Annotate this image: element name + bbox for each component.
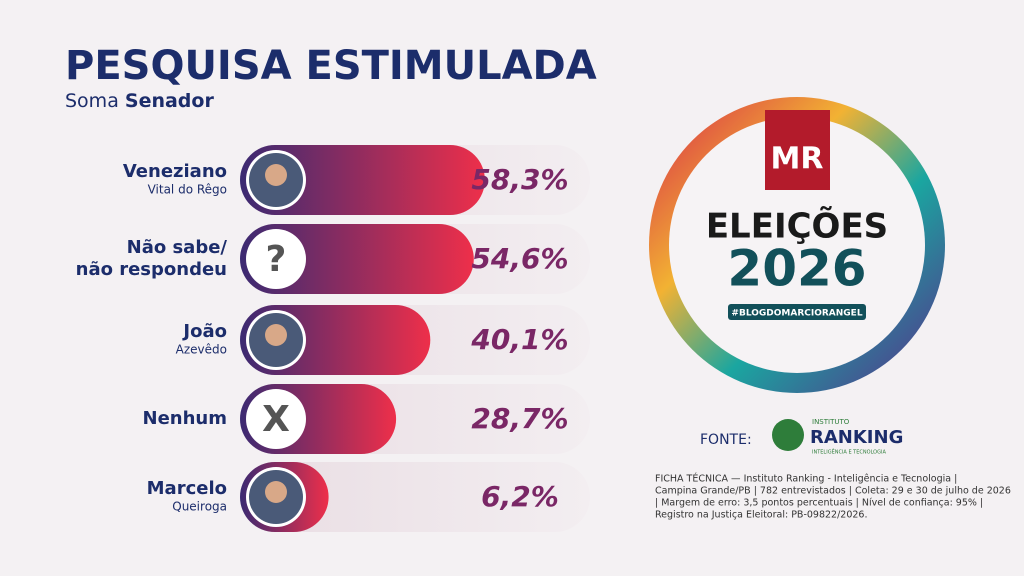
- avatar: [246, 389, 306, 449]
- avatar-symbol: X: [262, 399, 290, 440]
- footnote-line: Registro na Justiça Eleitoral: PB-09822/…: [655, 510, 868, 521]
- source-name: RANKING: [810, 427, 903, 448]
- category-sublabel: não respondeu: [76, 259, 227, 280]
- source-top: INSTITUTO: [812, 418, 850, 426]
- category-label: Marcelo: [147, 478, 227, 499]
- category-sublabel: Vital do Rêgo: [148, 183, 227, 197]
- footnote-line: | Margem de erro: 3,5 pontos percentuais…: [655, 498, 983, 509]
- bar-track: [240, 462, 590, 532]
- logo-tag: #BLOGDOMARCIORANGEL: [731, 309, 862, 319]
- source-label: FONTE:: [700, 432, 752, 448]
- value-label: 58,3%: [471, 163, 568, 196]
- source-bottom: INTELIGÊNCIA E TECNOLOGIA: [812, 448, 886, 456]
- avatar-face: [265, 164, 287, 186]
- category-label: Veneziano: [123, 161, 227, 182]
- value-label: 54,6%: [471, 242, 568, 275]
- category-label: João: [181, 321, 227, 342]
- logo-brand: MR: [771, 142, 824, 177]
- value-label: 6,2%: [481, 480, 559, 513]
- avatar: [246, 229, 306, 289]
- avatar-symbol: ?: [266, 239, 287, 280]
- subtitle: Soma Senador: [65, 90, 214, 112]
- logo-year: 2026: [727, 240, 866, 298]
- category-sublabel: Azevêdo: [176, 343, 227, 357]
- avatar-face: [265, 324, 287, 346]
- title: PESQUISA ESTIMULADA: [65, 43, 597, 89]
- category-sublabel: Queiroga: [172, 500, 227, 514]
- logo-heading: ELEIÇÕES: [706, 206, 888, 247]
- category-label: Não sabe/: [127, 237, 228, 258]
- logo: MR ELEIÇÕES 2026 #BLOGDOMARCIORANGEL: [649, 97, 945, 393]
- value-label: 28,7%: [471, 402, 568, 435]
- bar: [240, 145, 485, 215]
- source-icon: [772, 419, 804, 451]
- footnote-line: Campina Grande/PB | 782 entrevistados | …: [655, 486, 1011, 497]
- category-label: Nenhum: [143, 408, 227, 429]
- footnote-line: FICHA TÉCNICA — Instituto Ranking - Inte…: [655, 473, 957, 485]
- value-label: 40,1%: [470, 323, 568, 356]
- avatar-face: [265, 481, 287, 503]
